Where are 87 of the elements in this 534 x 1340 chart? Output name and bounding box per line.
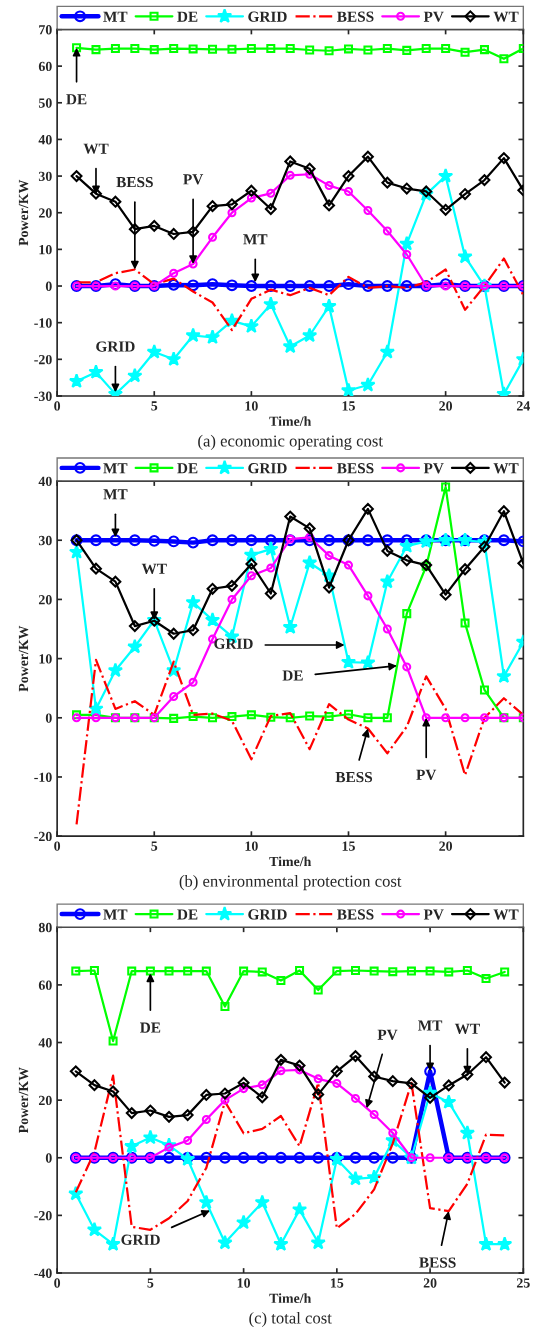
legend-label: GRID (248, 909, 287, 920)
x-tick-label: 10 (237, 1278, 251, 1288)
x-axis-title: Time/h (269, 856, 312, 867)
x-tick-label: 0 (54, 841, 61, 851)
x-tick-label: 5 (147, 1278, 154, 1288)
annotation: MT (418, 1020, 443, 1031)
x-tick-label: 20 (439, 401, 453, 411)
y-tick-label: 20 (38, 208, 52, 218)
annotation: GRID (121, 1234, 160, 1245)
legend-label: DE (177, 909, 198, 920)
annotation: PV (377, 1029, 398, 1040)
annotation: DE (282, 670, 303, 681)
legend-label: WT (493, 463, 519, 474)
legend-label: GRID (248, 11, 287, 22)
x-tick-label: 20 (423, 1278, 437, 1288)
legend-label: MT (103, 11, 128, 22)
x-tick-label: 10 (245, 841, 258, 851)
x-tick-label: 0 (54, 1278, 61, 1288)
annotation: PV (183, 174, 204, 185)
y-tick-label: -20 (34, 354, 52, 365)
x-tick-label: 10 (245, 401, 258, 411)
text: (b) environmental protection cost (179, 875, 402, 891)
x-tick-label: 5 (151, 401, 158, 411)
x-tick-label: 20 (439, 841, 453, 851)
legend-label: DE (177, 11, 198, 22)
text: (a) economic operating cost (198, 434, 383, 451)
annotation: GRID (96, 341, 135, 352)
legend-label: GRID (248, 463, 287, 474)
x-axis-title: Time/h (269, 416, 312, 426)
annotation: MT (243, 234, 268, 245)
y-tick-label: -20 (34, 831, 52, 842)
x-tick-label: 5 (151, 841, 158, 851)
y-tick-label: 30 (38, 535, 52, 546)
y-tick-label: 10 (39, 654, 52, 664)
annotation: WT (83, 143, 109, 154)
y-tick-label: 50 (38, 98, 52, 108)
annotation: DE (140, 1022, 161, 1033)
y-tick-label: 60 (38, 980, 52, 990)
y-tick-label: 30 (38, 171, 52, 182)
annotation: GRID (214, 638, 253, 649)
legend-label: BESS (337, 463, 374, 474)
annotation: PV (416, 769, 437, 781)
annotation: BESS (419, 1257, 456, 1268)
y-tick-label: 0 (45, 281, 52, 291)
legend-label: DE (177, 463, 198, 474)
annotation: WT (141, 563, 167, 575)
y-tick-label: 40 (38, 476, 52, 487)
legend-label: PV (423, 909, 444, 920)
x-tick-label: 25 (516, 1278, 530, 1288)
legend-label: WT (493, 11, 519, 22)
x-tick-label: 15 (342, 841, 355, 851)
legend-label: WT (493, 909, 519, 920)
y-tick-label: 40 (38, 1038, 52, 1048)
y-tick-label: -20 (34, 1210, 52, 1221)
legend-label: BESS (337, 909, 374, 920)
y-tick-label: 0 (45, 713, 52, 723)
x-axis-title: Time/h (269, 1293, 312, 1304)
y-tick-label: -30 (34, 391, 52, 401)
x-tick-label: 15 (342, 401, 355, 411)
y-tick-label: 20 (38, 595, 52, 605)
legend-label: MT (103, 463, 128, 474)
x-tick-label: 0 (54, 401, 61, 411)
x-tick-label: 15 (331, 1278, 344, 1288)
annotation: WT (454, 1023, 480, 1034)
y-tick-label: 80 (38, 922, 52, 933)
legend-label: BESS (337, 11, 374, 22)
y-tick-label: 60 (38, 61, 52, 72)
y-axis-title: Power/KW (18, 1067, 29, 1134)
legend-label: PV (423, 11, 444, 22)
legend-label: MT (103, 909, 128, 920)
y-tick-label: 20 (38, 1095, 52, 1106)
y-tick-label: -40 (34, 1268, 52, 1278)
y-tick-label: 40 (38, 135, 52, 145)
y-tick-label: 10 (39, 244, 52, 255)
legend-label: PV (423, 463, 444, 474)
y-tick-label: -10 (34, 772, 52, 782)
text: (c) total cost (249, 1311, 332, 1327)
y-axis-title: Power/KW (18, 179, 29, 246)
y-tick-label: -10 (34, 318, 52, 328)
annotation: BESS (116, 176, 153, 188)
annotation: DE (66, 94, 87, 105)
annotation: MT (103, 489, 128, 500)
x-tick-label: 24 (516, 401, 531, 411)
y-tick-label: 0 (45, 1153, 52, 1163)
y-tick-label: 70 (39, 25, 52, 35)
annotation: BESS (335, 772, 373, 783)
y-axis-title: Power/KW (18, 625, 29, 692)
